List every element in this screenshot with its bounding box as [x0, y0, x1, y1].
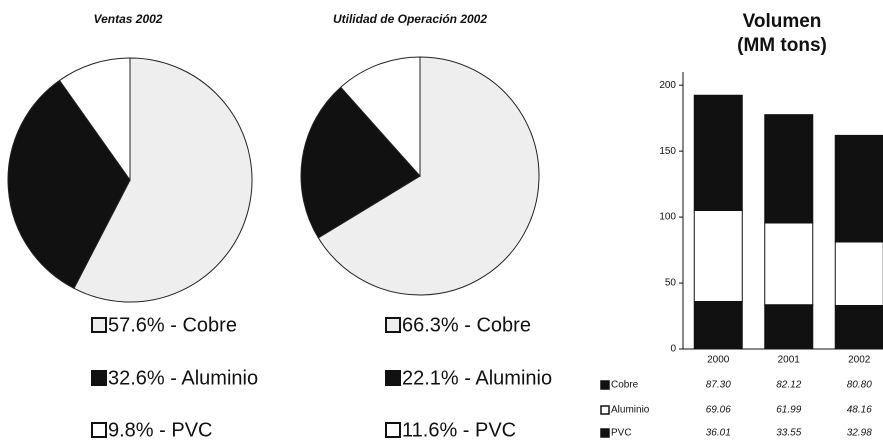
legend-label: 32.6% - Aluminio [108, 367, 258, 389]
bar-segment [764, 222, 814, 306]
y-tick-label: 100 [659, 212, 676, 223]
legend-swatch [385, 317, 401, 333]
bar-segment [693, 209, 743, 303]
legend-swatch [385, 370, 401, 386]
bar-segment [834, 241, 883, 306]
legend-label: Cobre [611, 380, 639, 391]
legend-label: PVC [611, 428, 632, 439]
table-value: 36.01 [706, 428, 731, 439]
pie-slice [340, 56, 421, 178]
bar-segment [764, 114, 814, 224]
y-tick-label: 50 [665, 278, 677, 289]
legend-swatch [91, 317, 107, 333]
table-value: 69.06 [706, 405, 731, 416]
legend-swatch [600, 405, 610, 415]
bar-segment [834, 134, 883, 243]
table-value: 87.30 [706, 380, 731, 391]
x-tick-label: 2001 [778, 355, 801, 366]
pie-slice [300, 86, 421, 239]
table-value: 33.55 [776, 428, 801, 439]
table-value: 80.80 [847, 380, 872, 391]
bar-subtitle: (MM tons) [737, 35, 827, 56]
pie-slice [73, 57, 253, 303]
legend-swatch [600, 428, 610, 438]
x-tick-label: 2002 [848, 355, 871, 366]
bar-segment [693, 94, 743, 211]
legend-label: 57.6% - Cobre [108, 314, 237, 336]
legend-swatch [385, 422, 401, 438]
legend-swatch [600, 380, 610, 390]
legend-label: Aluminio [611, 405, 650, 416]
legend-swatch [91, 422, 107, 438]
legend-label: 11.6% - PVC [402, 419, 516, 440]
pie-title: Ventas 2002 [94, 12, 163, 26]
x-tick-label: 2000 [707, 355, 730, 366]
legend-swatch [91, 370, 107, 386]
bar-title: Volumen [743, 11, 822, 32]
bar-segment [834, 304, 883, 350]
bar-segment [693, 301, 743, 350]
legend-label: 9.8% - PVC [108, 419, 212, 440]
pie-slice [317, 56, 540, 296]
table-value: 82.12 [776, 380, 801, 391]
y-tick-label: 0 [670, 344, 676, 355]
pie-slice [58, 57, 131, 182]
pie-slice [7, 79, 131, 290]
legend-label: 66.3% - Cobre [402, 314, 531, 336]
bar-segment [764, 304, 814, 350]
y-tick-label: 150 [659, 146, 676, 157]
pie-title: Utilidad de Operación 2002 [333, 12, 487, 26]
y-tick-label: 200 [659, 80, 676, 91]
table-value: 32.98 [847, 428, 872, 439]
table-value: 61.99 [776, 405, 801, 416]
legend-label: 22.1% - Aluminio [402, 367, 552, 389]
table-value: 48.16 [847, 405, 872, 416]
